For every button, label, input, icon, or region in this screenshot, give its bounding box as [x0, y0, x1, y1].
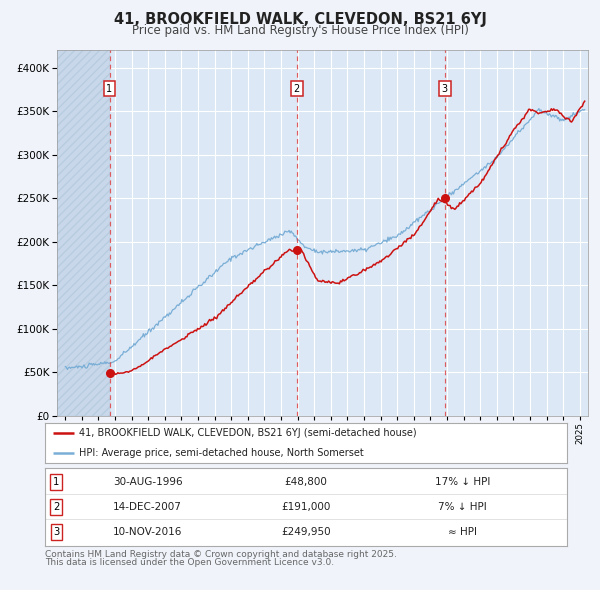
Text: 1: 1 [106, 84, 113, 94]
Text: Price paid vs. HM Land Registry's House Price Index (HPI): Price paid vs. HM Land Registry's House … [131, 24, 469, 37]
Text: 10-NOV-2016: 10-NOV-2016 [113, 527, 182, 537]
Text: 17% ↓ HPI: 17% ↓ HPI [435, 477, 490, 487]
Text: Contains HM Land Registry data © Crown copyright and database right 2025.: Contains HM Land Registry data © Crown c… [45, 550, 397, 559]
Text: 30-AUG-1996: 30-AUG-1996 [113, 477, 182, 487]
Text: 2: 2 [53, 502, 59, 512]
Text: This data is licensed under the Open Government Licence v3.0.: This data is licensed under the Open Gov… [45, 558, 334, 566]
Text: ≈ HPI: ≈ HPI [448, 527, 477, 537]
Text: 41, BROOKFIELD WALK, CLEVEDON, BS21 6YJ (semi-detached house): 41, BROOKFIELD WALK, CLEVEDON, BS21 6YJ … [79, 428, 416, 438]
Text: £191,000: £191,000 [281, 502, 331, 512]
Text: 3: 3 [442, 84, 448, 94]
Text: 3: 3 [53, 527, 59, 537]
Text: HPI: Average price, semi-detached house, North Somerset: HPI: Average price, semi-detached house,… [79, 448, 364, 458]
Text: 7% ↓ HPI: 7% ↓ HPI [438, 502, 487, 512]
Text: £249,950: £249,950 [281, 527, 331, 537]
Text: 2: 2 [294, 84, 300, 94]
Text: £48,800: £48,800 [284, 477, 328, 487]
Text: 14-DEC-2007: 14-DEC-2007 [113, 502, 182, 512]
Text: 41, BROOKFIELD WALK, CLEVEDON, BS21 6YJ: 41, BROOKFIELD WALK, CLEVEDON, BS21 6YJ [113, 12, 487, 27]
Bar [57, 50, 110, 416]
Text: 1: 1 [53, 477, 59, 487]
